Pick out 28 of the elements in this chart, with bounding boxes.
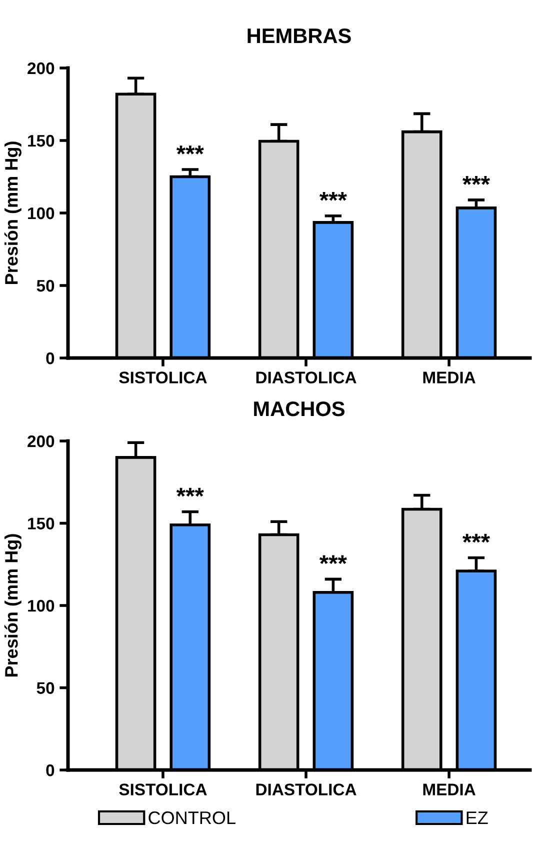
annotation: *** xyxy=(176,146,204,154)
x-tick-label: DIASTOLICA xyxy=(256,784,356,796)
y-tick-label: 100 xyxy=(28,207,54,220)
y-tick-label: 200 xyxy=(28,435,54,448)
annotation: *** xyxy=(462,176,490,185)
chart-title: MACHOS xyxy=(254,401,344,416)
x-tick-label: SISTOLICA xyxy=(119,372,207,384)
y-tick-label: 150 xyxy=(28,134,54,147)
legend-label: EZ xyxy=(466,812,488,824)
y-tick-label: 150 xyxy=(28,518,54,530)
annotation: *** xyxy=(176,488,204,497)
y-tick-label: 50 xyxy=(36,280,54,292)
x-tick-label: MEDIA xyxy=(423,372,476,384)
legend-label: CONTROL xyxy=(148,811,236,824)
y-tick-label: 0 xyxy=(46,764,54,776)
annotation: *** xyxy=(319,192,347,201)
x-tick-label: SISTOLICA xyxy=(119,784,207,796)
y-tick-label: 0 xyxy=(46,352,54,364)
y-tick-label: 100 xyxy=(28,600,54,612)
y-tick-label: 200 xyxy=(28,62,54,74)
x-tick-label: DIASTOLICA xyxy=(256,372,356,384)
y-tick-label: 50 xyxy=(36,682,54,694)
y-axis-title: Presión (mm Hg) xyxy=(4,142,22,284)
x-tick-label: MEDIA xyxy=(423,784,476,796)
annotation: *** xyxy=(319,555,347,564)
y-axis-title: Presión (mm Hg) xyxy=(4,534,22,677)
annotation: *** xyxy=(462,534,490,543)
chart-title: HEMBRAS xyxy=(248,28,351,44)
